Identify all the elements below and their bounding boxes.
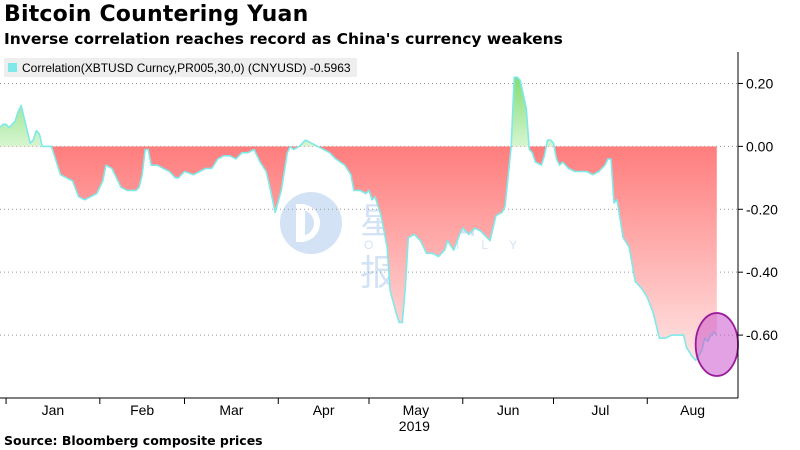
x-tick-label: Jan xyxy=(42,402,65,418)
x-tick-label: Aug xyxy=(680,402,705,418)
chart-source: Source: Bloomberg composite prices xyxy=(4,433,263,448)
y-tick-label: 0.20 xyxy=(746,75,773,91)
highlight-ellipse xyxy=(694,312,739,377)
legend-swatch-icon xyxy=(8,63,17,72)
area-positive xyxy=(0,77,555,147)
x-tick-label: Feb xyxy=(130,402,154,418)
y-tick-label: -0.40 xyxy=(746,264,778,280)
chart-legend: Correlation(XBTUSD Curncy,PR005,30,0) (C… xyxy=(4,58,357,77)
legend-label: Correlation(XBTUSD Curncy,PR005,30,0) (C… xyxy=(22,60,351,75)
chart-svg: 0.20 0.00 -0.20 -0.40 -0.60 Jan Feb Mar Apr May Ju… xyxy=(0,52,778,432)
chart-title: Bitcoin Countering Yuan xyxy=(4,2,309,27)
y-tick-label: -0.20 xyxy=(746,201,778,217)
chart-area: 0.20 0.00 -0.20 -0.40 -0.60 Jan Feb Mar Apr May Ju… xyxy=(0,52,800,432)
x-tick-label: Jun xyxy=(497,402,520,418)
chart-subtitle: Inverse correlation reaches record as Ch… xyxy=(4,30,563,48)
source-text: Bloomberg composite prices xyxy=(61,433,263,448)
y-tick-label: 0.00 xyxy=(746,138,773,154)
x-tick-label: Mar xyxy=(219,402,243,418)
series-line xyxy=(0,76,718,362)
x-tick-label: Jul xyxy=(591,402,609,418)
x-year-label: 2019 xyxy=(399,418,430,432)
watermark-logo-icon xyxy=(280,192,342,254)
x-tick-label: May xyxy=(403,402,429,418)
x-tick-label: Apr xyxy=(313,402,335,418)
y-tick-label: -0.60 xyxy=(746,327,778,343)
area-negative xyxy=(0,146,717,361)
